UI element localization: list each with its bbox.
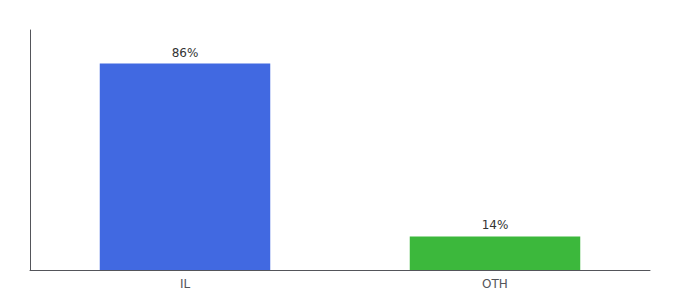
- svg-text:OTH: OTH: [482, 277, 508, 291]
- svg-text:14%: 14%: [482, 218, 509, 232]
- svg-text:86%: 86%: [172, 46, 199, 60]
- svg-text:IL: IL: [180, 277, 191, 291]
